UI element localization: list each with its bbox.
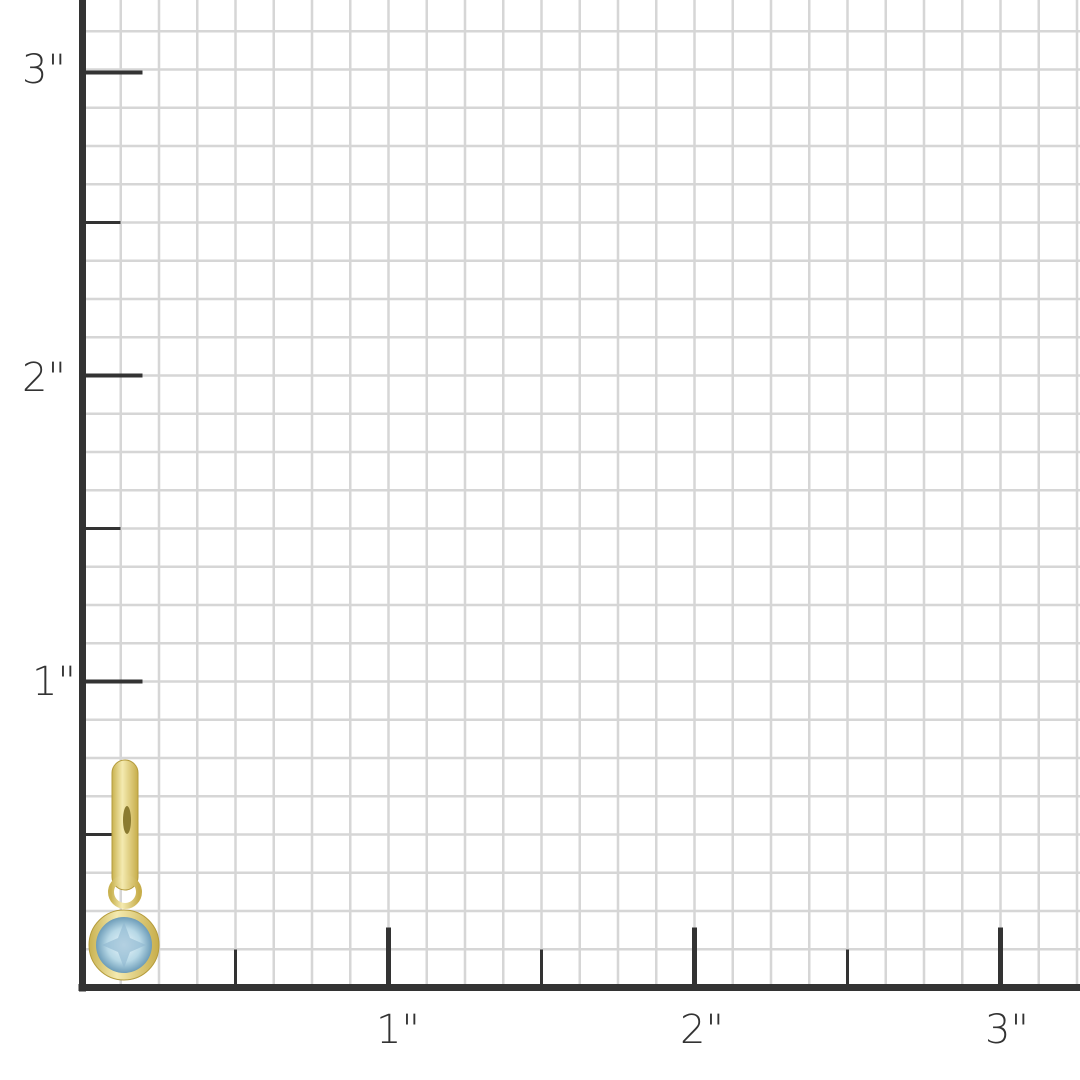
y-label-3in: 3" [22, 47, 66, 93]
x-label-2in: 2" [680, 1007, 724, 1053]
jump-ring [108, 875, 142, 909]
gemstone-charm [88, 909, 160, 981]
y-label-2in: 2" [22, 355, 66, 401]
x-label-3in: 3" [985, 1007, 1029, 1053]
y-label-1in: 1" [32, 659, 76, 705]
x-label-1in: 1" [376, 1007, 420, 1053]
hoop [111, 759, 139, 891]
